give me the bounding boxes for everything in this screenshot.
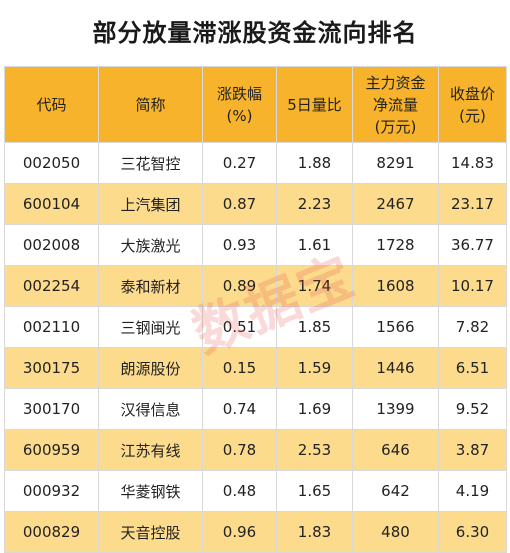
header-line: 5日量比 xyxy=(287,95,342,114)
cell-code: 000932 xyxy=(4,470,99,512)
cell-main-net-flow: 646 xyxy=(352,429,439,471)
cell-volume-ratio-5d: 1.61 xyxy=(276,224,353,266)
header-line: (元) xyxy=(459,106,486,125)
cell-change-pct: 0.51 xyxy=(202,306,277,348)
table-row: 300170 汉得信息 0.74 1.69 1399 9.52 xyxy=(4,388,507,430)
table-row: 002110 三钢闽光 0.51 1.85 1566 7.82 xyxy=(4,306,507,348)
table-row: 002050 三花智控 0.27 1.88 8291 14.83 xyxy=(4,142,507,184)
header-name: 简称 xyxy=(98,66,203,143)
cell-change-pct: 0.15 xyxy=(202,347,277,389)
cell-change-pct: 0.48 xyxy=(202,470,277,512)
cell-code: 002008 xyxy=(4,224,99,266)
cell-volume-ratio-5d: 2.23 xyxy=(276,183,353,225)
cell-change-pct: 0.87 xyxy=(202,183,277,225)
table-row: 000829 天音控股 0.96 1.83 480 6.30 xyxy=(4,511,507,553)
cell-close-price: 9.52 xyxy=(438,388,507,430)
cell-name: 大族激光 xyxy=(98,224,203,266)
cell-main-net-flow: 1728 xyxy=(352,224,439,266)
cell-main-net-flow: 1446 xyxy=(352,347,439,389)
page-title: 部分放量滞涨股资金流向排名 xyxy=(92,19,418,47)
cell-volume-ratio-5d: 2.53 xyxy=(276,429,353,471)
fund-flow-table: 代码 简称 涨跌幅 (%) 5日量比 主力资金净流量 (万元) 收盘价 (元) 002050 三花… xyxy=(4,66,507,553)
cell-volume-ratio-5d: 1.85 xyxy=(276,306,353,348)
header-line: 净流量 xyxy=(372,95,418,114)
cell-volume-ratio-5d: 1.65 xyxy=(276,470,353,512)
cell-volume-ratio-5d: 1.83 xyxy=(276,511,353,553)
header-row: 代码 简称 涨跌幅 (%) 5日量比 主力资金净流量 (万元) 收盘价 (元) xyxy=(4,66,507,143)
cell-volume-ratio-5d: 1.59 xyxy=(276,347,353,389)
cell-main-net-flow: 642 xyxy=(352,470,439,512)
header-main-net-flow: 主力资金净流量 (万元) xyxy=(352,66,439,143)
cell-change-pct: 0.96 xyxy=(202,511,277,553)
cell-name: 朗源股份 xyxy=(98,347,203,389)
cell-change-pct: 0.78 xyxy=(202,429,277,471)
table-row: 300175 朗源股份 0.15 1.59 1446 6.51 xyxy=(4,347,507,389)
cell-name: 上汽集团 xyxy=(98,183,203,225)
cell-change-pct: 0.27 xyxy=(202,142,277,184)
cell-close-price: 7.82 xyxy=(438,306,507,348)
cell-code: 600959 xyxy=(4,429,99,471)
header-close-price: 收盘价 (元) xyxy=(438,66,507,143)
cell-name: 三钢闽光 xyxy=(98,306,203,348)
cell-code: 300175 xyxy=(4,347,99,389)
cell-code: 600104 xyxy=(4,183,99,225)
cell-code: 002254 xyxy=(4,265,99,307)
header-line: 涨跌幅 xyxy=(216,84,262,103)
cell-change-pct: 0.89 xyxy=(202,265,277,307)
cell-main-net-flow: 1608 xyxy=(352,265,439,307)
cell-main-net-flow: 480 xyxy=(352,511,439,553)
cell-code: 300170 xyxy=(4,388,99,430)
header-line: (万元) xyxy=(374,117,417,136)
cell-main-net-flow: 1399 xyxy=(352,388,439,430)
cell-name: 汉得信息 xyxy=(98,388,203,430)
table-row: 002008 大族激光 0.93 1.61 1728 36.77 xyxy=(4,224,507,266)
cell-close-price: 6.30 xyxy=(438,511,507,553)
cell-close-price: 14.83 xyxy=(438,142,507,184)
table-row: 000932 华菱钢铁 0.48 1.65 642 4.19 xyxy=(4,470,507,512)
cell-close-price: 36.77 xyxy=(438,224,507,266)
cell-volume-ratio-5d: 1.88 xyxy=(276,142,353,184)
cell-close-price: 4.19 xyxy=(438,470,507,512)
cell-main-net-flow: 2467 xyxy=(352,183,439,225)
header-line: 简称 xyxy=(135,95,166,114)
cell-name: 江苏有线 xyxy=(98,429,203,471)
header-line: 代码 xyxy=(36,95,67,114)
cell-change-pct: 0.93 xyxy=(202,224,277,266)
cell-change-pct: 0.74 xyxy=(202,388,277,430)
table-row: 600104 上汽集团 0.87 2.23 2467 23.17 xyxy=(4,183,507,225)
cell-volume-ratio-5d: 1.74 xyxy=(276,265,353,307)
header-change-pct: 涨跌幅 (%) xyxy=(202,66,277,143)
cell-name: 天音控股 xyxy=(98,511,203,553)
cell-code: 002050 xyxy=(4,142,99,184)
cell-close-price: 23.17 xyxy=(438,183,507,225)
cell-name: 三花智控 xyxy=(98,142,203,184)
cell-close-price: 3.87 xyxy=(438,429,507,471)
table-body: 002050 三花智控 0.27 1.88 8291 14.83 600104 上汽集团 0.8… xyxy=(4,142,507,553)
cell-close-price: 10.17 xyxy=(438,265,507,307)
header-volume-ratio-5d: 5日量比 xyxy=(276,66,353,143)
cell-main-net-flow: 1566 xyxy=(352,306,439,348)
cell-code: 000829 xyxy=(4,511,99,553)
cell-main-net-flow: 8291 xyxy=(352,142,439,184)
cell-volume-ratio-5d: 1.69 xyxy=(276,388,353,430)
table-row: 600959 江苏有线 0.78 2.53 646 3.87 xyxy=(4,429,507,471)
header-line: 收盘价 xyxy=(449,84,495,103)
cell-close-price: 6.51 xyxy=(438,347,507,389)
cell-name: 华菱钢铁 xyxy=(98,470,203,512)
header-line: (%) xyxy=(226,106,253,125)
header-code: 代码 xyxy=(4,66,99,143)
header-line: 主力资金 xyxy=(365,73,426,92)
cell-code: 002110 xyxy=(4,306,99,348)
table-row: 002254 泰和新材 0.89 1.74 1608 10.17 xyxy=(4,265,507,307)
cell-name: 泰和新材 xyxy=(98,265,203,307)
